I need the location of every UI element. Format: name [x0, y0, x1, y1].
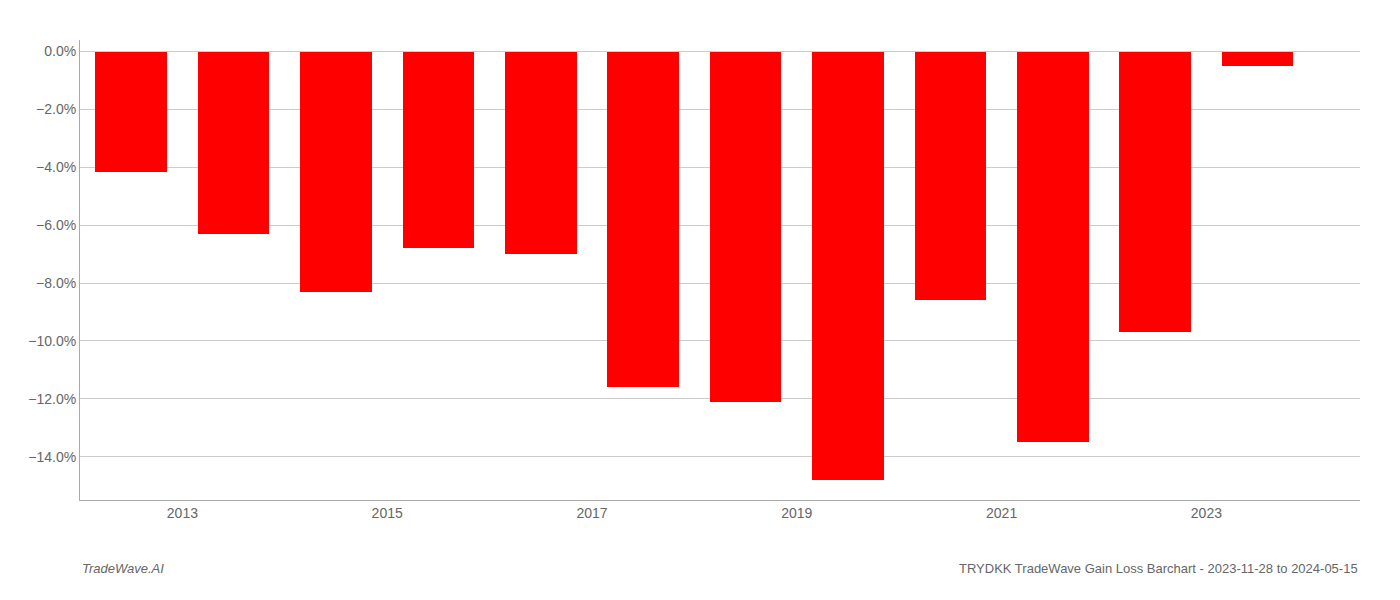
svg-text:2013: 2013	[167, 505, 198, 521]
svg-text:−10.0%: −10.0%	[28, 333, 76, 349]
svg-text:−12.0%: −12.0%	[28, 391, 76, 407]
svg-text:2015: 2015	[372, 505, 403, 521]
svg-text:−8.0%: −8.0%	[36, 275, 76, 291]
svg-text:TradeWave.AI: TradeWave.AI	[82, 561, 164, 576]
svg-text:−6.0%: −6.0%	[36, 217, 76, 233]
svg-text:−2.0%: −2.0%	[36, 101, 76, 117]
svg-text:−14.0%: −14.0%	[28, 449, 76, 465]
svg-text:2019: 2019	[781, 505, 812, 521]
svg-text:2017: 2017	[576, 505, 607, 521]
svg-text:0.0%: 0.0%	[44, 43, 76, 59]
svg-text:2021: 2021	[986, 505, 1017, 521]
svg-text:2023: 2023	[1191, 505, 1222, 521]
svg-text:TRYDKK TradeWave Gain Loss Bar: TRYDKK TradeWave Gain Loss Barchart - 20…	[959, 561, 1358, 576]
svg-text:−4.0%: −4.0%	[36, 159, 76, 175]
